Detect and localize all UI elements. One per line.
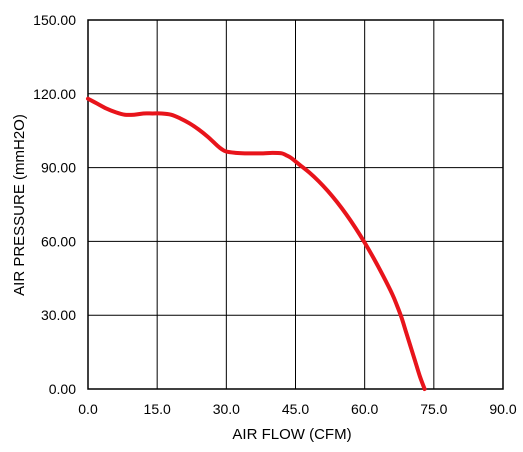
x-axis-title: AIR FLOW (CFM) [232,426,351,443]
x-tick-label: 30.0 [213,401,240,417]
y-tick-label: 90.00 [41,160,76,176]
y-axis-ticks: 0.00 30.00 60.00 90.00 120.00 150.00 [33,12,76,397]
x-tick-label: 15.0 [144,401,171,417]
y-tick-label: 60.00 [41,233,76,249]
grid-lines [87,19,504,390]
series-layer [86,96,427,391]
y-tick-label: 150.00 [33,12,76,28]
y-tick-label: 30.00 [41,307,76,323]
x-tick-label: 45.0 [282,401,309,417]
y-tick-label: 0.00 [49,381,76,397]
y-tick-label: 120.00 [33,86,76,102]
x-axis-ticks: 0.0 15.0 30.0 45.0 60.0 75.0 90.0 [78,401,517,417]
plot-frame [87,19,504,390]
x-tick-label: 0.0 [78,401,98,417]
y-axis-title: AIR PRESSURE (mmH2O) [11,114,28,296]
series-line [86,96,427,391]
x-tick-label: 60.0 [351,401,378,417]
x-tick-label: 90.0 [489,401,516,417]
x-tick-label: 75.0 [420,401,447,417]
